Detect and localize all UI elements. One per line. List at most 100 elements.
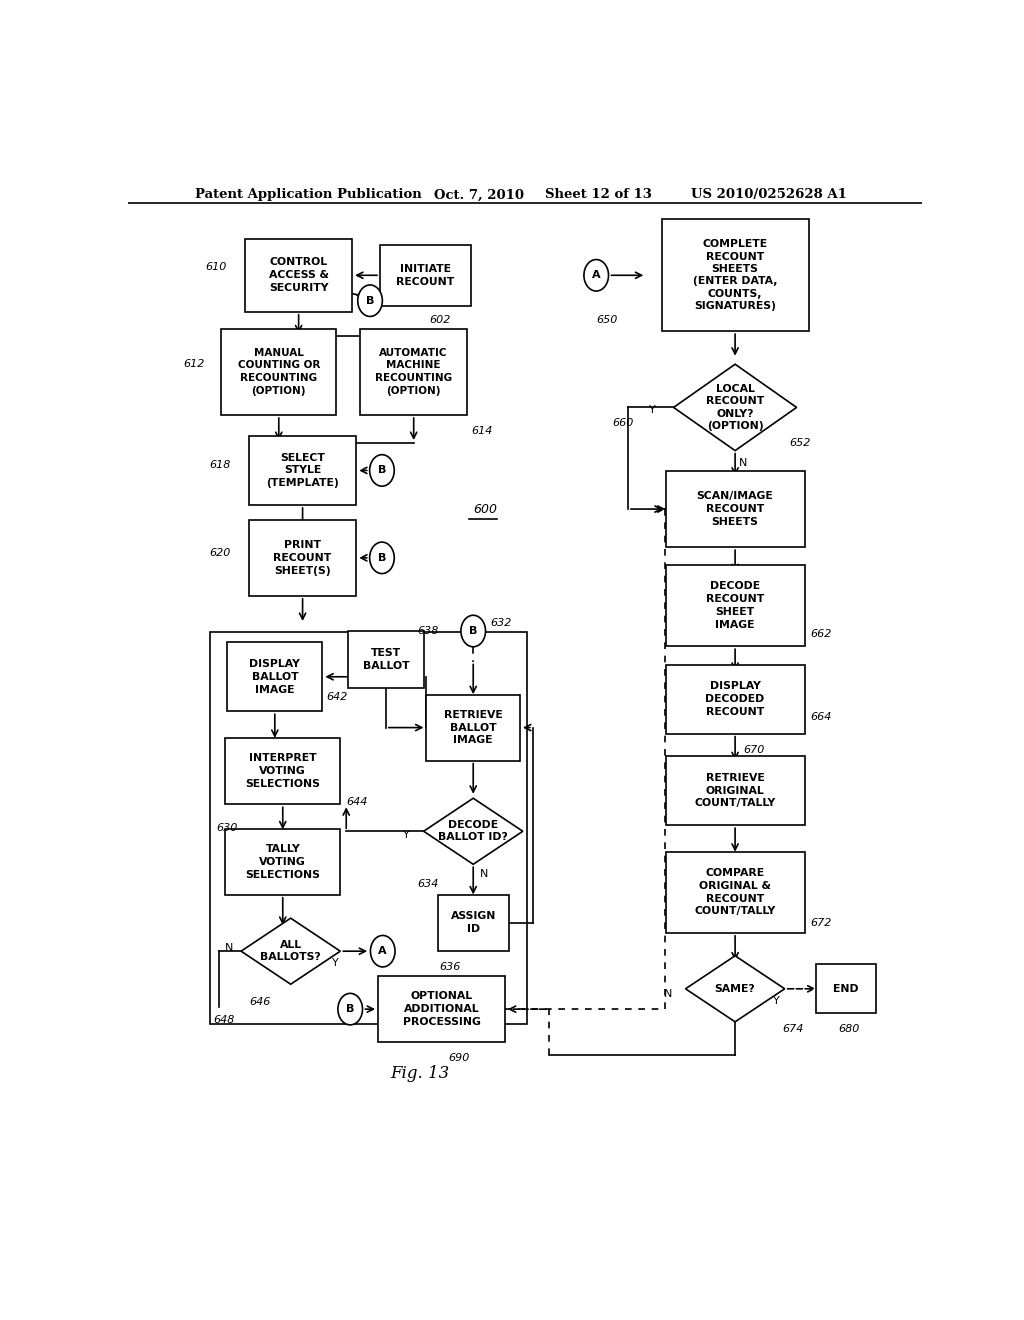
Text: 674: 674 bbox=[782, 1024, 804, 1035]
Circle shape bbox=[371, 936, 395, 968]
FancyBboxPatch shape bbox=[249, 520, 356, 595]
FancyBboxPatch shape bbox=[662, 219, 809, 331]
Text: Sheet 12 of 13: Sheet 12 of 13 bbox=[545, 189, 651, 202]
Text: 630: 630 bbox=[216, 824, 238, 833]
Text: US 2010/0252628 A1: US 2010/0252628 A1 bbox=[691, 189, 847, 202]
Text: END: END bbox=[834, 983, 859, 994]
FancyBboxPatch shape bbox=[221, 329, 336, 414]
Text: B: B bbox=[378, 466, 386, 475]
Text: B: B bbox=[366, 296, 374, 306]
Text: 644: 644 bbox=[346, 797, 368, 807]
Circle shape bbox=[338, 994, 362, 1024]
Text: COMPARE
ORIGINAL &
RECOUNT
COUNT/TALLY: COMPARE ORIGINAL & RECOUNT COUNT/TALLY bbox=[694, 869, 776, 916]
Text: RETRIEVE
ORIGINAL
COUNT/TALLY: RETRIEVE ORIGINAL COUNT/TALLY bbox=[694, 772, 776, 808]
Polygon shape bbox=[685, 956, 784, 1022]
Text: TALLY
VOTING
SELECTIONS: TALLY VOTING SELECTIONS bbox=[246, 843, 321, 879]
Text: 648: 648 bbox=[214, 1015, 236, 1026]
FancyBboxPatch shape bbox=[249, 436, 356, 506]
Text: 664: 664 bbox=[811, 713, 831, 722]
Text: INITIATE
RECOUNT: INITIATE RECOUNT bbox=[396, 264, 455, 286]
Text: Y: Y bbox=[332, 958, 339, 969]
Text: 650: 650 bbox=[596, 315, 617, 325]
Circle shape bbox=[370, 543, 394, 574]
Text: N: N bbox=[739, 458, 748, 469]
Text: Oct. 7, 2010: Oct. 7, 2010 bbox=[433, 189, 523, 202]
Text: DISPLAY
BALLOT
IMAGE: DISPLAY BALLOT IMAGE bbox=[250, 659, 300, 694]
FancyBboxPatch shape bbox=[245, 239, 352, 312]
Text: Y: Y bbox=[773, 997, 780, 1006]
Text: SAME?: SAME? bbox=[715, 983, 756, 994]
Text: Patent Application Publication: Patent Application Publication bbox=[196, 189, 422, 202]
Text: Y: Y bbox=[649, 405, 656, 416]
FancyBboxPatch shape bbox=[666, 471, 805, 548]
Text: 636: 636 bbox=[439, 962, 461, 973]
FancyBboxPatch shape bbox=[666, 851, 805, 933]
Text: 600: 600 bbox=[473, 503, 498, 516]
Circle shape bbox=[357, 285, 382, 317]
Text: DECODE
BALLOT ID?: DECODE BALLOT ID? bbox=[438, 820, 508, 842]
Text: B: B bbox=[378, 553, 386, 562]
Circle shape bbox=[584, 260, 608, 290]
Text: RETRIEVE
BALLOT
IMAGE: RETRIEVE BALLOT IMAGE bbox=[443, 710, 503, 746]
Text: CONTROL
ACCESS &
SECURITY: CONTROL ACCESS & SECURITY bbox=[268, 257, 329, 293]
Text: B: B bbox=[469, 626, 477, 636]
Circle shape bbox=[370, 454, 394, 486]
Text: SELECT
STYLE
(TEMPLATE): SELECT STYLE (TEMPLATE) bbox=[266, 453, 339, 488]
FancyBboxPatch shape bbox=[437, 895, 509, 950]
FancyBboxPatch shape bbox=[666, 664, 805, 734]
FancyBboxPatch shape bbox=[666, 565, 805, 647]
Text: Y: Y bbox=[403, 830, 411, 841]
Text: 620: 620 bbox=[209, 548, 230, 558]
Text: 670: 670 bbox=[743, 744, 764, 755]
Text: A: A bbox=[592, 271, 600, 280]
FancyBboxPatch shape bbox=[225, 829, 340, 895]
Text: ASSIGN
ID: ASSIGN ID bbox=[451, 911, 496, 935]
Text: 614: 614 bbox=[471, 426, 493, 436]
Text: INTERPRET
VOTING
SELECTIONS: INTERPRET VOTING SELECTIONS bbox=[246, 754, 321, 789]
Text: N: N bbox=[664, 989, 672, 999]
Text: COMPLETE
RECOUNT
SHEETS
(ENTER DATA,
COUNTS,
SIGNATURES): COMPLETE RECOUNT SHEETS (ENTER DATA, COU… bbox=[693, 239, 777, 312]
Text: 652: 652 bbox=[790, 438, 810, 447]
Text: AUTOMATIC
MACHINE
RECOUNTING
(OPTION): AUTOMATIC MACHINE RECOUNTING (OPTION) bbox=[375, 347, 453, 396]
Text: MANUAL
COUNTING OR
RECOUNTING
(OPTION): MANUAL COUNTING OR RECOUNTING (OPTION) bbox=[238, 347, 319, 396]
Text: 602: 602 bbox=[430, 315, 451, 325]
Text: TEST
BALLOT: TEST BALLOT bbox=[362, 648, 410, 671]
Text: 680: 680 bbox=[839, 1024, 859, 1035]
FancyBboxPatch shape bbox=[666, 756, 805, 825]
Text: N: N bbox=[225, 944, 233, 953]
Text: 660: 660 bbox=[612, 417, 634, 428]
FancyBboxPatch shape bbox=[360, 329, 467, 414]
Text: PRINT
RECOUNT
SHEET(S): PRINT RECOUNT SHEET(S) bbox=[273, 540, 332, 576]
Text: 612: 612 bbox=[183, 359, 205, 368]
Text: 632: 632 bbox=[490, 618, 512, 628]
Text: 642: 642 bbox=[327, 692, 348, 702]
FancyBboxPatch shape bbox=[227, 643, 323, 711]
Text: 690: 690 bbox=[447, 1053, 469, 1063]
Text: DISPLAY
DECODED
RECOUNT: DISPLAY DECODED RECOUNT bbox=[706, 681, 765, 717]
Circle shape bbox=[461, 615, 485, 647]
Text: A: A bbox=[379, 946, 387, 956]
FancyBboxPatch shape bbox=[378, 975, 505, 1043]
Text: 610: 610 bbox=[206, 263, 227, 272]
Text: OPTIONAL
ADDITIONAL
PROCESSING: OPTIONAL ADDITIONAL PROCESSING bbox=[402, 991, 480, 1027]
FancyBboxPatch shape bbox=[426, 694, 520, 760]
Text: 646: 646 bbox=[250, 997, 270, 1007]
FancyBboxPatch shape bbox=[348, 631, 424, 688]
Text: B: B bbox=[346, 1005, 354, 1014]
FancyBboxPatch shape bbox=[380, 244, 471, 306]
FancyBboxPatch shape bbox=[225, 738, 340, 804]
Polygon shape bbox=[674, 364, 797, 450]
Text: SCAN/IMAGE
RECOUNT
SHEETS: SCAN/IMAGE RECOUNT SHEETS bbox=[696, 491, 773, 527]
Text: DECODE
RECOUNT
SHEET
IMAGE: DECODE RECOUNT SHEET IMAGE bbox=[706, 581, 764, 630]
Text: 672: 672 bbox=[811, 917, 831, 928]
Text: 634: 634 bbox=[418, 879, 439, 890]
Text: N: N bbox=[479, 869, 488, 879]
Text: 638: 638 bbox=[418, 626, 439, 636]
Text: ALL
BALLOTS?: ALL BALLOTS? bbox=[260, 940, 322, 962]
Polygon shape bbox=[424, 799, 523, 865]
Text: 662: 662 bbox=[811, 630, 831, 639]
Text: LOCAL
RECOUNT
ONLY?
(OPTION): LOCAL RECOUNT ONLY? (OPTION) bbox=[706, 384, 764, 432]
Text: Fig. 13: Fig. 13 bbox=[390, 1065, 450, 1081]
Text: 618: 618 bbox=[209, 461, 230, 470]
Polygon shape bbox=[241, 919, 340, 985]
